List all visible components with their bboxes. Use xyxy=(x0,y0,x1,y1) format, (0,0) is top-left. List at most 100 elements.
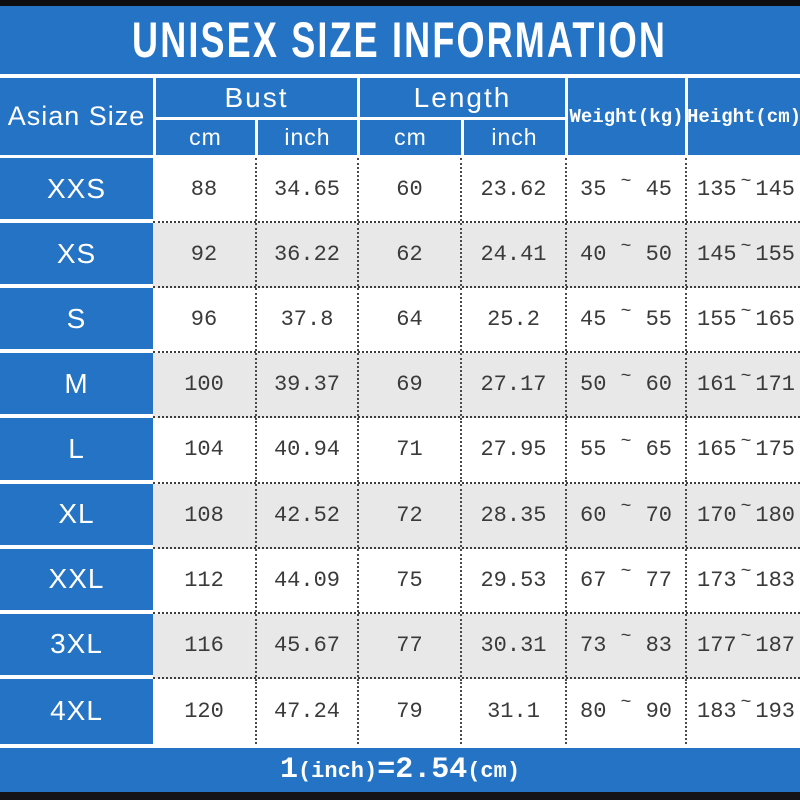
weight-min: 60 xyxy=(580,502,607,528)
cell-height-range: 165 ~ 175 xyxy=(685,418,800,482)
cell-weight-range: 35 ~ 45 xyxy=(565,158,685,222)
cell-weight-range: 45 ~ 55 xyxy=(565,288,685,352)
conversion-one: 1 xyxy=(279,753,298,787)
cell-height-range: 135 ~ 145 xyxy=(685,158,800,222)
cell-bust-inch: 47.24 xyxy=(255,678,357,744)
cell-weight-range: 40 ~ 50 xyxy=(565,223,685,287)
tilde-separator: ~ xyxy=(740,431,752,452)
height-max: 171 xyxy=(755,372,795,398)
weight-min: 35 xyxy=(580,177,607,203)
cell-bust-cm: 104 xyxy=(184,437,224,463)
weight-max: 45 xyxy=(645,177,672,203)
height-min: 155 xyxy=(697,307,737,333)
size-label: XXS xyxy=(0,158,153,224)
tilde-separator: ~ xyxy=(620,301,632,322)
header-bust-label: Bust xyxy=(156,78,357,120)
table-header: Asian Size Bust cm inch Length cm inch W… xyxy=(0,78,800,158)
cell-length-cm: 69 xyxy=(357,353,460,417)
table-row-l: L 104 40.94 71 27.95 55 ~ 65 165 ~ 175 xyxy=(0,418,800,484)
row-cells: 116 45.67 77 30.31 73 ~ 83 177 ~ 187 xyxy=(153,613,800,679)
cell-height-range: 170 ~ 180 xyxy=(685,483,800,547)
cell-length-cm: 64 xyxy=(357,288,460,352)
cell-weight-range: 67 ~ 77 xyxy=(565,548,685,612)
height-max: 193 xyxy=(755,698,795,724)
cell-bust-inch: 45.67 xyxy=(255,613,357,677)
tilde-separator: ~ xyxy=(620,627,632,648)
title-band: UNISEX SIZE INFORMATION xyxy=(0,6,800,78)
size-label: XS xyxy=(0,223,153,289)
header-length-label: Length xyxy=(360,78,565,120)
conversion-equals: = xyxy=(377,753,396,787)
cell-bust-cm: 120 xyxy=(184,698,224,724)
table-row-m: M 100 39.37 69 27.17 50 ~ 60 161 ~ 171 xyxy=(0,353,800,419)
cell-height-range: 177 ~ 187 xyxy=(685,613,800,677)
cell-bust-cm: 116 xyxy=(184,632,224,658)
cell-length-cm: 60 xyxy=(357,158,460,222)
weight-max: 83 xyxy=(645,632,672,658)
cell-length-inch: 28.35 xyxy=(460,483,565,547)
cell-length-cm: 72 xyxy=(357,483,460,547)
cell-bust-inch: 40.94 xyxy=(255,418,357,482)
tilde-separator: ~ xyxy=(740,171,752,192)
tilde-separator: ~ xyxy=(620,497,632,518)
table-row-xxl: XXL 112 44.09 75 29.53 67 ~ 77 173 ~ 183 xyxy=(0,548,800,614)
row-cells: 104 40.94 71 27.95 55 ~ 65 165 ~ 175 xyxy=(153,418,800,484)
cell-height-range: 183 ~ 193 xyxy=(685,678,800,744)
weight-max: 65 xyxy=(645,437,672,463)
row-cells: 108 42.52 72 28.35 60 ~ 70 170 ~ 180 xyxy=(153,483,800,549)
height-min: 183 xyxy=(697,698,737,724)
tilde-separator: ~ xyxy=(740,301,752,322)
height-min: 173 xyxy=(697,567,737,593)
row-cells: 92 36.22 62 24.41 40 ~ 50 145 ~ 155 xyxy=(153,223,800,289)
cell-weight-range: 60 ~ 70 xyxy=(565,483,685,547)
size-label: S xyxy=(0,288,153,354)
tilde-separator: ~ xyxy=(740,562,752,583)
tilde-separator: ~ xyxy=(740,236,752,257)
tilde-separator: ~ xyxy=(740,497,752,518)
cell-length-cm: 71 xyxy=(357,418,460,482)
cell-length-inch: 27.95 xyxy=(460,418,565,482)
header-bust-cm: cm xyxy=(189,124,222,150)
weight-min: 50 xyxy=(580,372,607,398)
weight-min: 80 xyxy=(580,698,607,724)
tilde-separator: ~ xyxy=(620,693,632,714)
cell-bust-cm: 100 xyxy=(184,372,224,398)
height-min: 135 xyxy=(697,177,737,203)
cell-bust-inch: 39.37 xyxy=(255,353,357,417)
header-group-bust: Bust cm inch xyxy=(153,78,357,155)
cell-bust-cm: 112 xyxy=(184,567,224,593)
cell-weight-range: 73 ~ 83 xyxy=(565,613,685,677)
header-length-units: cm inch xyxy=(360,120,565,155)
size-label: M xyxy=(0,353,153,419)
cell-length-inch: 29.53 xyxy=(460,548,565,612)
header-weight: Weight(kg) xyxy=(565,78,685,155)
header-group-length: Length cm inch xyxy=(357,78,565,155)
cell-height-range: 161 ~ 171 xyxy=(685,353,800,417)
page-title: UNISEX SIZE INFORMATION xyxy=(132,12,668,68)
cell-bust-inch: 37.8 xyxy=(255,288,357,352)
weight-max: 77 xyxy=(645,567,672,593)
cell-height-range: 173 ~ 183 xyxy=(685,548,800,612)
cell-length-inch: 27.17 xyxy=(460,353,565,417)
header-asian-size: Asian Size xyxy=(7,101,146,131)
row-cells: 88 34.65 60 23.62 35 ~ 45 135 ~ 145 xyxy=(153,158,800,224)
height-min: 145 xyxy=(697,242,737,268)
row-cells: 100 39.37 69 27.17 50 ~ 60 161 ~ 171 xyxy=(153,353,800,419)
table-row-4xl: 4XL 120 47.24 79 31.1 80 ~ 90 183 ~ 193 xyxy=(0,678,800,744)
header-length-cm: cm xyxy=(394,124,427,150)
weight-max: 90 xyxy=(645,698,672,724)
cell-length-inch: 23.62 xyxy=(460,158,565,222)
weight-max: 55 xyxy=(645,307,672,333)
tilde-separator: ~ xyxy=(620,431,632,452)
cell-bust-inch: 34.65 xyxy=(255,158,357,222)
tilde-separator: ~ xyxy=(620,366,632,387)
table-row-xs: XS 92 36.22 62 24.41 40 ~ 50 145 ~ 155 xyxy=(0,223,800,289)
cell-bust-cm: 108 xyxy=(184,502,224,528)
cell-weight-range: 80 ~ 90 xyxy=(565,678,685,744)
cell-bust-cm: 92 xyxy=(190,242,218,268)
cell-bust-inch: 36.22 xyxy=(255,223,357,287)
header-bust-inch: inch xyxy=(255,120,357,155)
height-max: 165 xyxy=(755,307,795,333)
weight-min: 67 xyxy=(580,567,607,593)
